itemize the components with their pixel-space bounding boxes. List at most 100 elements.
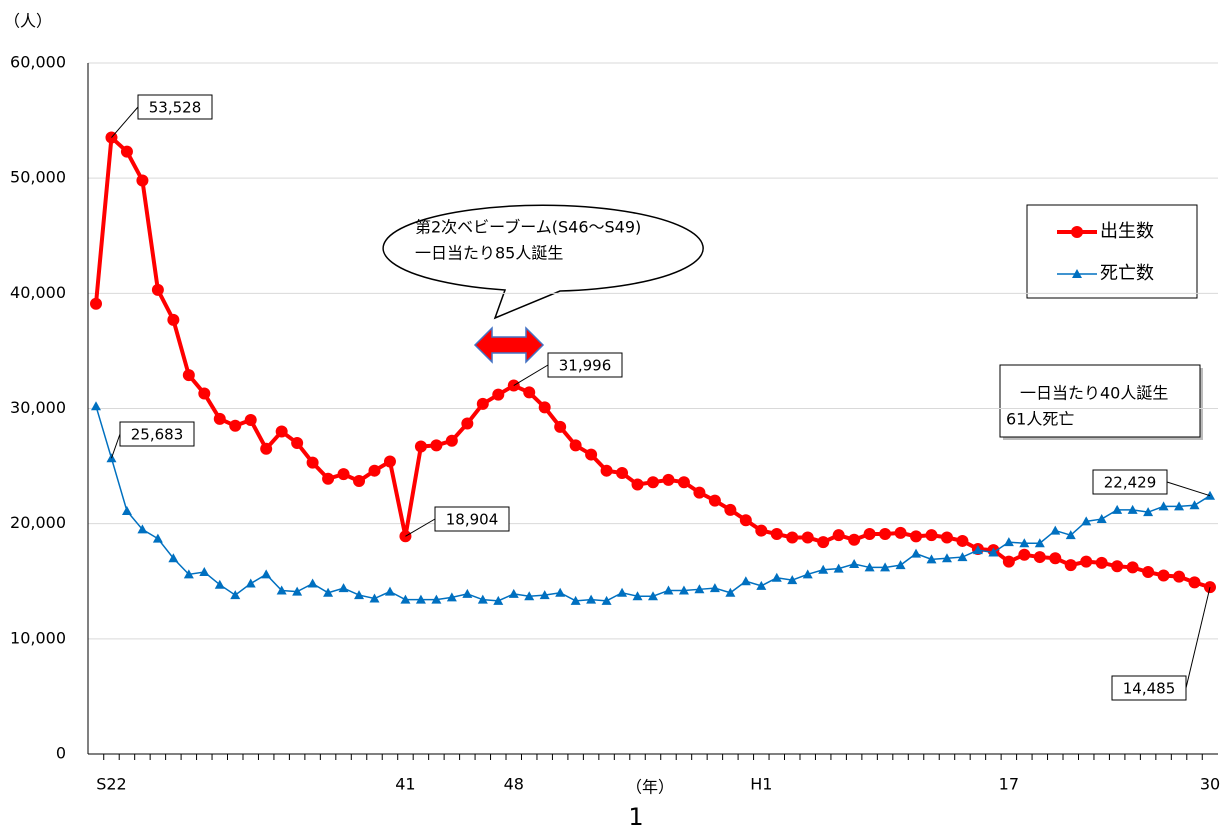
y-tick-label: 60,000: [10, 53, 66, 72]
label-box: [119, 421, 195, 447]
point: [1189, 500, 1200, 510]
label-leader: [111, 106, 139, 138]
point: [400, 594, 411, 604]
point: [229, 419, 242, 432]
point: [152, 533, 163, 543]
point: [802, 569, 813, 579]
callout-text: 一日当たり85人誕生: [415, 244, 563, 263]
point: [988, 547, 999, 557]
data-label: 14,485: [1123, 680, 1176, 698]
x-tick-label: H1: [750, 775, 772, 794]
y-tick-label: 30,000: [10, 398, 66, 417]
point: [694, 584, 705, 594]
callout-text: 第2次ベビーブーム(S46～S49): [415, 218, 641, 237]
point: [662, 473, 675, 486]
point: [879, 528, 892, 541]
point: [369, 593, 380, 603]
point: [1127, 504, 1138, 514]
data-label: 18,904: [446, 511, 499, 529]
point: [911, 548, 922, 558]
point: [477, 594, 488, 604]
data-label: 22,429: [1104, 474, 1157, 492]
x-tick-label: 30: [1200, 775, 1220, 794]
data-label: 25,683: [131, 426, 184, 444]
point: [555, 587, 566, 597]
x-tick-label: 48: [504, 775, 524, 794]
point: [1064, 559, 1077, 572]
point: [801, 531, 814, 544]
point: [244, 414, 257, 427]
point: [1081, 516, 1092, 526]
point: [198, 387, 211, 400]
point: [338, 583, 349, 593]
point: [941, 553, 952, 563]
note-text: 61人死亡: [1006, 410, 1074, 429]
point: [832, 529, 845, 542]
point: [617, 587, 628, 597]
point: [199, 567, 210, 577]
point: [678, 585, 689, 595]
point: [1080, 555, 1093, 568]
y-unit-label: （人）: [4, 12, 52, 31]
point: [213, 412, 226, 425]
point: [600, 464, 613, 477]
legend-marker: [1071, 226, 1083, 238]
y-tick-label: 10,000: [10, 628, 66, 647]
label-leader: [1166, 481, 1211, 497]
point: [677, 476, 690, 489]
point: [724, 503, 737, 516]
point: [538, 401, 551, 414]
point: [1174, 501, 1185, 511]
point: [1049, 552, 1062, 565]
point: [601, 595, 612, 605]
label-leader: [405, 518, 436, 537]
point: [1019, 538, 1030, 548]
point: [786, 531, 799, 544]
point: [493, 595, 504, 605]
point: [539, 590, 550, 600]
point: [818, 564, 829, 574]
point: [632, 591, 643, 601]
point: [663, 585, 674, 595]
note-box: [999, 364, 1201, 438]
y-tick-label: 20,000: [10, 513, 66, 532]
point: [755, 524, 768, 537]
point: [137, 524, 148, 534]
point: [725, 587, 736, 597]
label-box: [137, 94, 213, 120]
point: [770, 528, 783, 541]
point: [383, 455, 396, 468]
point: [307, 578, 318, 588]
point: [214, 579, 225, 589]
legend-marker: [1072, 269, 1082, 278]
point: [446, 592, 457, 602]
point: [1002, 555, 1015, 568]
label-leader: [111, 433, 121, 459]
point: [585, 448, 598, 461]
point: [492, 388, 505, 401]
point: [323, 587, 334, 597]
point: [648, 591, 658, 601]
point: [956, 534, 969, 547]
point: [863, 528, 876, 541]
point: [136, 174, 149, 187]
point: [414, 440, 427, 453]
point: [1188, 576, 1201, 589]
point: [925, 529, 938, 542]
point: [120, 145, 133, 158]
point: [151, 283, 164, 296]
point: [787, 575, 798, 585]
point: [880, 562, 891, 572]
note-text: 一日当たり40人誕生: [1020, 384, 1168, 403]
point: [462, 588, 473, 598]
point: [445, 434, 458, 447]
point: [817, 536, 830, 549]
point: [1095, 556, 1108, 569]
label-box: [1092, 469, 1168, 495]
point: [1018, 548, 1031, 561]
point: [261, 569, 272, 579]
point: [554, 420, 567, 433]
point: [508, 588, 519, 598]
callout-bubble: [382, 204, 704, 320]
point: [337, 468, 350, 481]
